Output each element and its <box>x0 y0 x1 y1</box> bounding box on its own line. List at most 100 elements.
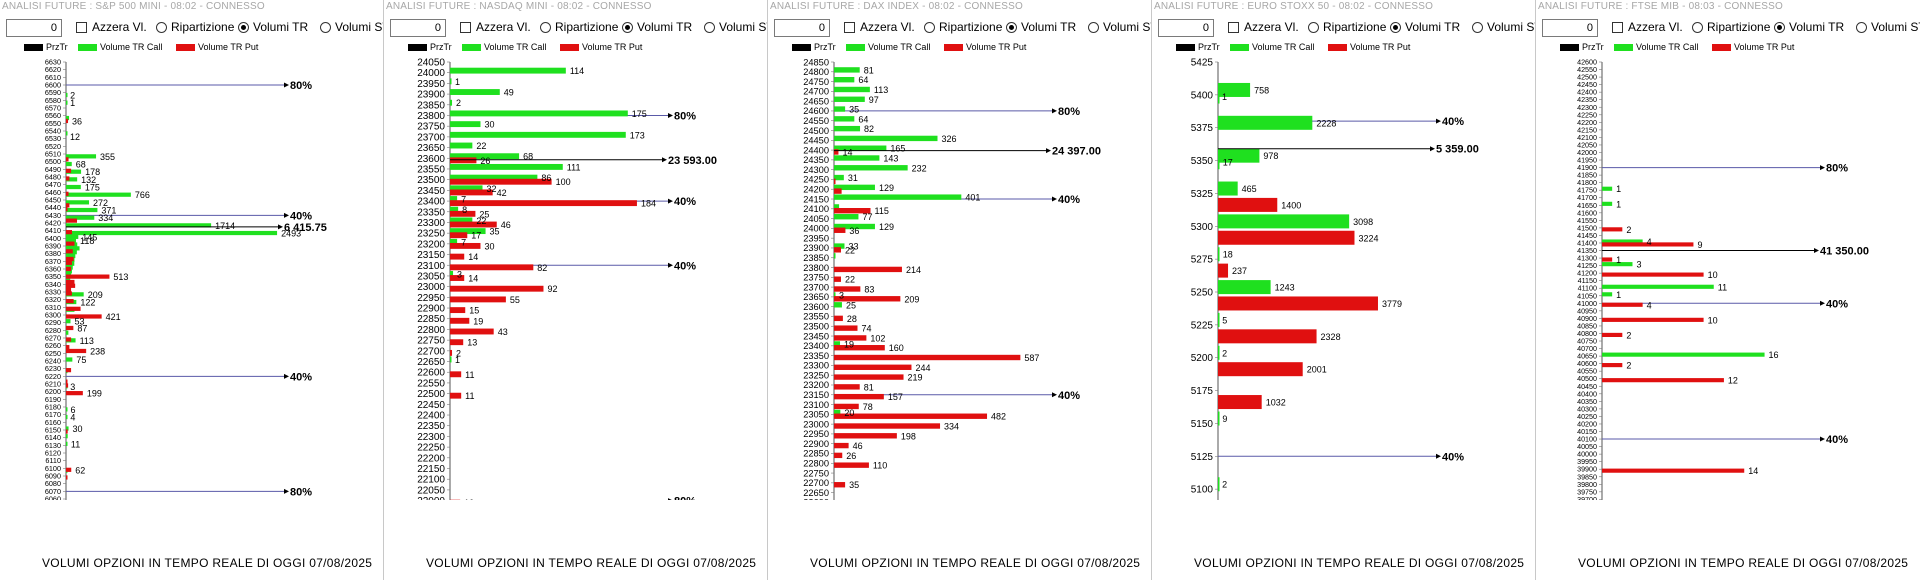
put-volume-bar <box>66 207 68 212</box>
azzera-checkbox[interactable] <box>76 22 87 33</box>
radio-volumi-st[interactable] <box>1856 22 1867 33</box>
call-value-label: 81 <box>864 65 874 75</box>
put-volume-bar <box>834 315 843 322</box>
call-value-label: 1 <box>70 98 75 108</box>
call-value-label: 31 <box>848 173 858 183</box>
price-label: 41 350.00 <box>1820 246 1869 258</box>
call-volume-bar <box>450 142 473 149</box>
value-spinner-input[interactable]: 0 <box>390 19 446 37</box>
call-volume-bar <box>834 302 842 308</box>
call-volume-bar <box>1602 352 1765 357</box>
call-value-label: 20 <box>844 408 854 418</box>
y-tick-label: 6380 <box>45 249 61 258</box>
value-spinner-input[interactable]: 0 <box>1158 19 1214 37</box>
put-value-label: 74 <box>861 324 871 334</box>
call-volume-bar <box>450 131 626 138</box>
call-value-label: 355 <box>100 152 115 162</box>
call-value-label: 165 <box>890 144 905 154</box>
put-value-label: 55 <box>510 295 520 305</box>
radio-volumi-tr[interactable] <box>238 22 249 33</box>
percent-ref-label: 40% <box>1058 194 1080 206</box>
azzera-checkbox[interactable] <box>460 22 471 33</box>
legend-call-swatch <box>1230 44 1249 51</box>
azzera-checkbox[interactable] <box>844 22 855 33</box>
panel-separator <box>1535 0 1536 580</box>
radio-volumi-tr[interactable] <box>1006 22 1017 33</box>
call-value-label: 68 <box>523 152 533 162</box>
put-value-label: 42 <box>497 188 507 198</box>
radio-ripartizione[interactable] <box>924 22 935 33</box>
y-tick-label: 42150 <box>1577 126 1597 134</box>
call-volume-bar <box>66 330 69 335</box>
y-tick-label: 41900 <box>1577 164 1597 172</box>
legend-price-label: PrzTr <box>1198 42 1220 52</box>
radio-volumi-tr[interactable] <box>1774 22 1785 33</box>
radio-volumi-st[interactable] <box>1088 22 1099 33</box>
put-volume-bar <box>834 364 912 370</box>
y-tick-label: 6310 <box>45 303 61 312</box>
put-volume-bar <box>834 296 901 302</box>
call-volume-bar <box>834 106 846 112</box>
radio-volumi-st[interactable] <box>1472 22 1483 33</box>
radio-ripartizione-label: Ripartizione <box>171 20 235 34</box>
y-tick-label: 6230 <box>45 364 61 373</box>
y-tick-label: 42450 <box>1577 81 1597 89</box>
legend-price-swatch <box>1176 44 1195 51</box>
radio-ripartizione[interactable] <box>540 22 551 33</box>
put-volume-bar <box>450 221 497 228</box>
call-volume-bar <box>1218 280 1271 295</box>
percent-ref-label: 40% <box>290 210 312 222</box>
value-spinner-input[interactable]: 0 <box>774 19 830 37</box>
y-tick-label: 23450 <box>803 331 829 341</box>
price-arrow-icon <box>1430 146 1435 152</box>
radio-ripartizione[interactable] <box>1308 22 1319 33</box>
call-volume-bar <box>450 196 458 202</box>
value-spinner-input[interactable]: 0 <box>6 19 62 37</box>
azzera-checkbox[interactable] <box>1228 22 1239 33</box>
call-value-label: 401 <box>965 193 980 203</box>
call-value-label: 22 <box>476 141 486 151</box>
y-tick-label: 23400 <box>417 197 445 208</box>
put-value-label: 209 <box>904 294 919 304</box>
value-spinner-input[interactable]: 0 <box>1542 19 1598 37</box>
put-volume-bar <box>1602 363 1623 368</box>
y-tick-label: 42000 <box>1577 149 1597 157</box>
y-tick-label: 40250 <box>1577 413 1597 421</box>
call-value-label: 114 <box>570 66 584 76</box>
call-volume-bar <box>834 184 875 191</box>
chart-panel: ANALISI FUTURE : FTSE MIB - 08:03 - CONN… <box>1536 0 1920 580</box>
radio-volumi-tr[interactable] <box>1390 22 1401 33</box>
call-value-label: 2 <box>456 98 461 108</box>
call-volume-bar <box>66 192 131 197</box>
call-volume-bar <box>1218 477 1220 492</box>
put-value-label: 1400 <box>1281 200 1301 210</box>
radio-volumi-st[interactable] <box>320 22 331 33</box>
call-volume-bar <box>834 214 859 220</box>
y-tick-label: 40650 <box>1577 353 1597 361</box>
y-tick-label: 22700 <box>417 346 445 357</box>
call-volume-bar <box>450 356 452 363</box>
y-tick-label: 23100 <box>803 400 829 410</box>
y-tick-label: 22150 <box>417 464 445 475</box>
radio-ripartizione[interactable] <box>1692 22 1703 33</box>
y-tick-label: 24350 <box>803 155 829 165</box>
call-value-label: 2 <box>1222 348 1227 358</box>
put-volume-bar <box>66 230 73 235</box>
ref-arrow-icon <box>284 82 289 88</box>
put-value-label: 92 <box>547 284 557 294</box>
azzera-checkbox[interactable] <box>1612 22 1623 33</box>
call-value-label: 1 <box>455 77 460 87</box>
legend-put-label: Volume TR Put <box>1734 42 1795 52</box>
radio-volumi-st[interactable] <box>704 22 715 33</box>
y-tick-label: 6200 <box>45 387 61 396</box>
put-volume-bar <box>450 392 462 399</box>
y-tick-label: 5425 <box>1191 58 1214 69</box>
volume-chart: 2190021950220002205022100221502220022250… <box>417 58 717 500</box>
call-value-label: 3 <box>839 291 844 301</box>
radio-volumi-tr[interactable] <box>622 22 633 33</box>
put-volume-bar <box>66 314 102 319</box>
radio-ripartizione[interactable] <box>156 22 167 33</box>
call-volume-bar <box>834 341 841 347</box>
put-volume-bar <box>1218 296 1378 311</box>
put-volume-bar <box>1602 332 1623 338</box>
